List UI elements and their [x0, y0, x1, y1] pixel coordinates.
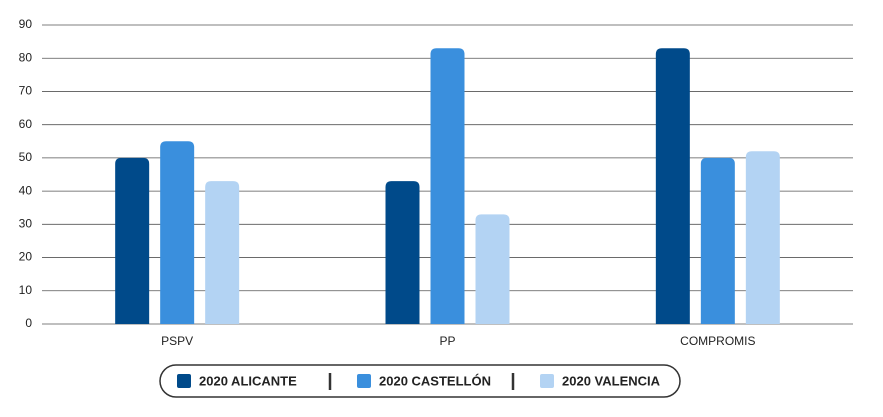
legend-label: 2020 CASTELLÓN — [379, 373, 491, 388]
bar — [475, 214, 510, 324]
bar — [430, 48, 465, 324]
legend-box — [159, 364, 681, 398]
bar — [115, 157, 150, 324]
y-tick-label: 10 — [19, 283, 33, 297]
bar — [160, 141, 195, 324]
bar — [700, 157, 735, 324]
bar — [655, 48, 690, 324]
legend-swatch — [357, 374, 371, 388]
legend-label: 2020 ALICANTE — [199, 373, 297, 388]
y-tick-label: 50 — [19, 150, 33, 164]
legend-swatch — [177, 374, 191, 388]
y-tick-label: 80 — [19, 50, 33, 64]
y-tick-label: 30 — [19, 217, 33, 231]
y-tick-label: 70 — [19, 84, 33, 98]
y-tick-label: 40 — [19, 183, 33, 197]
y-tick-label: 0 — [25, 316, 32, 330]
bar — [745, 151, 780, 324]
bar — [385, 181, 420, 324]
y-tick-label: 60 — [19, 117, 33, 131]
bar — [205, 181, 240, 324]
x-tick-label: PSPV — [161, 334, 193, 348]
x-tick-label: COMPROMIS — [680, 334, 755, 348]
y-tick-label: 90 — [19, 17, 33, 31]
x-tick-label: PP — [439, 334, 455, 348]
legend-label: 2020 VALENCIA — [562, 373, 661, 388]
legend-swatch — [540, 374, 554, 388]
y-tick-label: 20 — [19, 250, 33, 264]
legend: 2020 ALICANTE 2020 CASTELLÓN 2020 VALENCIA — [159, 364, 681, 398]
